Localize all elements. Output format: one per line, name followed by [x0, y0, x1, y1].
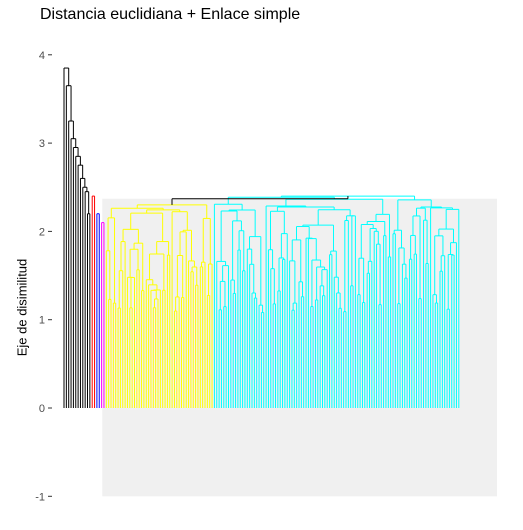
y-tick-label: -1	[35, 491, 45, 503]
y-tick-label: 3	[39, 138, 45, 150]
y-tick-label: 2	[39, 226, 45, 238]
y-tick-label: 1	[39, 315, 45, 327]
dendrogram-tree	[63, 67, 460, 408]
y-axis: -1 0 1 2 3 4	[35, 50, 52, 503]
y-tick-label: 4	[39, 50, 45, 62]
y-tick-label: 0	[39, 403, 45, 415]
chart-title: Distancia euclidiana + Enlace simple	[40, 6, 301, 23]
